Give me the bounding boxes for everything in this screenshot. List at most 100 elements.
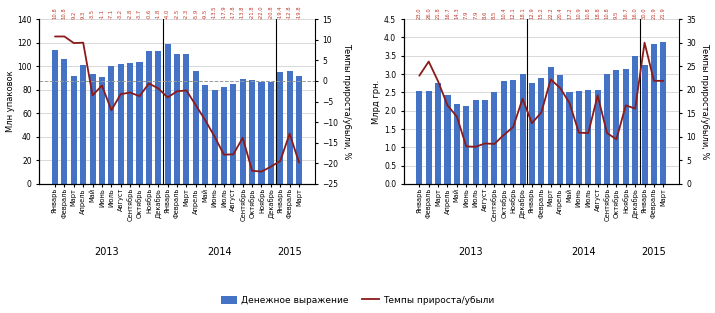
Bar [445,95,450,184]
Text: -7.1: -7.1 [109,9,114,19]
Bar [548,67,553,184]
Text: 21.9: 21.9 [651,8,656,19]
Bar [137,62,142,184]
Text: -1.1: -1.1 [99,9,104,19]
Text: -3.2: -3.2 [118,9,123,19]
Y-axis label: Млрд грн.: Млрд грн. [373,80,381,124]
Bar [651,44,657,184]
Bar [249,80,255,184]
Y-axis label: Млн упаковок: Млн упаковок [6,71,14,132]
Bar [146,51,152,184]
Bar [202,85,208,184]
Text: 10.8: 10.8 [586,8,591,19]
Text: 12.1: 12.1 [511,8,516,19]
Text: -4.0: -4.0 [165,9,170,19]
Text: 23.0: 23.0 [417,8,422,19]
Bar [80,65,87,184]
Bar [623,69,629,184]
Bar [230,84,237,184]
Text: 18.1: 18.1 [520,8,525,19]
Bar [529,83,535,184]
Text: 8.5: 8.5 [492,11,497,19]
Bar [463,106,469,184]
Text: 16.0: 16.0 [633,8,638,19]
Bar [52,50,58,184]
Text: -3.7: -3.7 [137,9,142,19]
Text: -17.9: -17.9 [222,6,227,19]
Text: 30.0: 30.0 [642,8,647,19]
Text: -9.5: -9.5 [202,9,207,19]
Text: 2013: 2013 [94,247,119,257]
Text: 26.0: 26.0 [426,8,431,19]
Bar [164,44,171,184]
Text: 12.9: 12.9 [529,8,534,19]
Text: -19.8: -19.8 [297,6,302,19]
Text: -2.3: -2.3 [184,9,189,19]
Text: -19.4: -19.4 [277,6,282,19]
Bar [183,54,189,184]
Bar [193,71,199,184]
Text: -22.0: -22.0 [259,6,264,19]
Y-axis label: Темпы прироста/убыли, %: Темпы прироста/убыли, % [701,43,709,160]
Text: 10.8: 10.8 [52,8,57,19]
Bar [604,74,610,184]
Text: -13.8: -13.8 [240,6,245,19]
Bar [296,76,302,184]
Text: 8.6: 8.6 [483,11,488,19]
Text: 14.3: 14.3 [454,8,459,19]
Text: 21.9: 21.9 [661,8,666,19]
Text: -21.8: -21.8 [250,6,255,19]
Bar [268,82,274,184]
Text: 2014: 2014 [207,247,232,257]
Bar [435,83,441,184]
Bar [258,82,265,184]
Bar [89,74,96,184]
Bar [660,42,666,184]
Text: -5.9: -5.9 [193,9,198,19]
Text: 10.8: 10.8 [604,8,609,19]
Text: 2013: 2013 [458,247,483,257]
Text: -12.8: -12.8 [287,6,292,19]
Y-axis label: Темпы прироста/убыли, %: Темпы прироста/убыли, % [342,43,351,160]
Text: -3.5: -3.5 [90,9,95,19]
Text: 10.4: 10.4 [501,8,506,19]
Bar [613,70,619,184]
Bar [127,63,133,184]
Text: 10.8: 10.8 [62,8,67,19]
Bar [287,71,292,184]
Bar [71,76,77,184]
Text: 10.9: 10.9 [576,8,581,19]
Text: 2015: 2015 [277,247,302,257]
Bar [632,56,638,184]
Text: -2.5: -2.5 [174,9,179,19]
Bar [641,65,648,184]
Bar [99,77,105,184]
Bar [491,92,498,184]
Text: -2.8: -2.8 [127,9,132,19]
Text: 17.2: 17.2 [567,8,572,19]
Text: 16.7: 16.7 [623,8,628,19]
Bar [473,100,478,184]
Bar [595,90,601,184]
Text: 2014: 2014 [571,247,596,257]
Bar [212,90,217,184]
Text: 18.8: 18.8 [595,8,600,19]
Bar [221,87,227,184]
Text: -13.5: -13.5 [212,6,217,19]
Text: 9.2: 9.2 [72,11,77,19]
Bar [61,59,67,184]
Bar [155,51,162,184]
Legend: Денежное выражение, Темпы прироста/убыли: Денежное выражение, Темпы прироста/убыли [217,292,498,309]
Bar [118,64,124,184]
Text: 20.4: 20.4 [558,8,563,19]
Bar [500,81,507,184]
Bar [566,92,573,184]
Bar [510,80,516,184]
Text: 2015: 2015 [641,247,666,257]
Bar [416,90,423,184]
Text: 15.2: 15.2 [539,8,544,19]
Text: -1.8: -1.8 [156,9,161,19]
Text: -20.8: -20.8 [268,6,273,19]
Text: -0.6: -0.6 [147,9,152,19]
Bar [240,79,246,184]
